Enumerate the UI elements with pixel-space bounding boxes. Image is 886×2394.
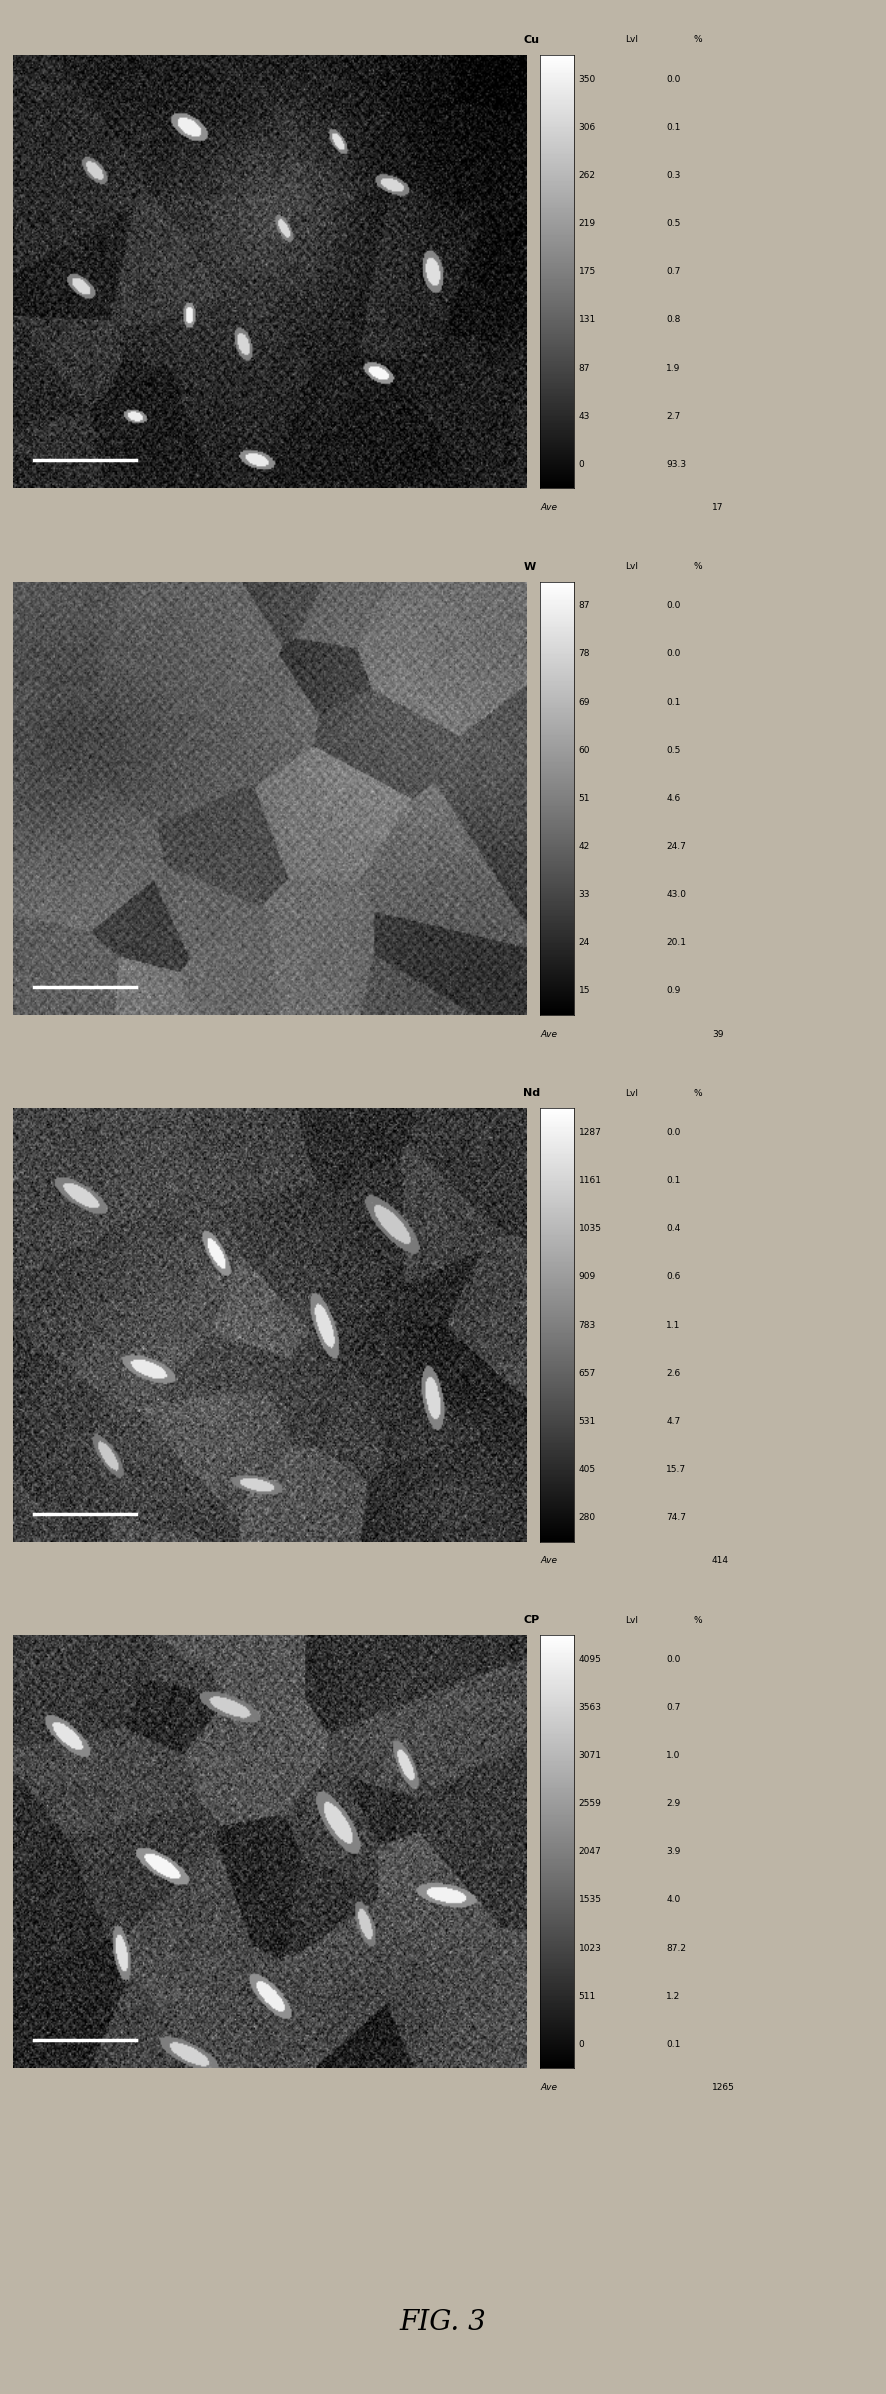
Text: 0.3: 0.3 xyxy=(666,170,680,180)
Text: 306: 306 xyxy=(579,122,595,132)
Text: 0.1: 0.1 xyxy=(666,2040,680,2049)
Text: 0.0: 0.0 xyxy=(666,601,680,610)
Text: 1287: 1287 xyxy=(579,1128,602,1137)
Text: 405: 405 xyxy=(579,1465,595,1475)
Text: 87: 87 xyxy=(579,364,590,373)
Text: 0.4: 0.4 xyxy=(666,1223,680,1233)
Text: 78: 78 xyxy=(579,649,590,658)
Text: Nd: Nd xyxy=(524,1089,540,1099)
Text: Lvl: Lvl xyxy=(625,1089,638,1099)
Text: 33: 33 xyxy=(579,891,590,900)
Text: 783: 783 xyxy=(579,1321,595,1329)
Text: 1265: 1265 xyxy=(712,2083,734,2092)
Text: 15: 15 xyxy=(579,986,590,996)
Text: Ave: Ave xyxy=(540,1556,557,1566)
Text: 280: 280 xyxy=(579,1513,595,1523)
Text: %: % xyxy=(694,36,703,45)
Text: 24: 24 xyxy=(579,938,590,948)
Text: 1.2: 1.2 xyxy=(666,1992,680,2001)
Text: 20.1: 20.1 xyxy=(666,938,687,948)
Text: 0: 0 xyxy=(579,460,584,469)
Text: 2.9: 2.9 xyxy=(666,1800,680,1807)
Text: 2559: 2559 xyxy=(579,1800,602,1807)
Text: 2047: 2047 xyxy=(579,1848,602,1855)
Text: 3071: 3071 xyxy=(579,1750,602,1760)
Text: 0.5: 0.5 xyxy=(666,220,680,227)
Text: 43: 43 xyxy=(579,412,590,421)
Text: 0.6: 0.6 xyxy=(666,1274,680,1281)
Text: 51: 51 xyxy=(579,795,590,802)
Text: 60: 60 xyxy=(579,747,590,754)
Text: CP: CP xyxy=(524,1616,540,1626)
Text: 4.6: 4.6 xyxy=(666,795,680,802)
Text: 0: 0 xyxy=(579,2040,584,2049)
Text: 657: 657 xyxy=(579,1369,595,1377)
Text: Lvl: Lvl xyxy=(625,1616,638,1626)
Text: Ave: Ave xyxy=(540,1029,557,1039)
Text: 175: 175 xyxy=(579,268,595,275)
Text: 69: 69 xyxy=(579,697,590,706)
Text: 2.6: 2.6 xyxy=(666,1369,680,1377)
Text: 219: 219 xyxy=(579,220,595,227)
Text: 1023: 1023 xyxy=(579,1944,602,1954)
Text: 74.7: 74.7 xyxy=(666,1513,687,1523)
Text: 4.7: 4.7 xyxy=(666,1417,680,1427)
Text: 0.9: 0.9 xyxy=(666,986,680,996)
Text: Lvl: Lvl xyxy=(625,36,638,45)
Text: 0.1: 0.1 xyxy=(666,1175,680,1185)
Text: 131: 131 xyxy=(579,316,595,323)
Text: 1.1: 1.1 xyxy=(666,1321,680,1329)
Text: Lvl: Lvl xyxy=(625,563,638,572)
Text: Ave: Ave xyxy=(540,503,557,512)
Text: 3563: 3563 xyxy=(579,1702,602,1712)
Text: 87.2: 87.2 xyxy=(666,1944,687,1954)
Text: 0.0: 0.0 xyxy=(666,74,680,84)
Text: 4095: 4095 xyxy=(579,1654,602,1664)
Text: 39: 39 xyxy=(712,1029,724,1039)
Text: 0.0: 0.0 xyxy=(666,1654,680,1664)
Text: 93.3: 93.3 xyxy=(666,460,687,469)
Text: 4.0: 4.0 xyxy=(666,1896,680,1903)
Text: %: % xyxy=(694,1616,703,1626)
Text: 1.0: 1.0 xyxy=(666,1750,680,1760)
Text: 0.1: 0.1 xyxy=(666,122,680,132)
Text: %: % xyxy=(694,563,703,572)
Text: %: % xyxy=(694,1089,703,1099)
Text: 262: 262 xyxy=(579,170,595,180)
Text: FIG. 3: FIG. 3 xyxy=(400,2308,486,2337)
Text: 1035: 1035 xyxy=(579,1223,602,1233)
Text: W: W xyxy=(524,563,536,572)
Text: Cu: Cu xyxy=(524,36,540,45)
Text: 87: 87 xyxy=(579,601,590,610)
Text: Ave: Ave xyxy=(540,2083,557,2092)
Text: 1.9: 1.9 xyxy=(666,364,680,373)
Text: 2.7: 2.7 xyxy=(666,412,680,421)
Text: 531: 531 xyxy=(579,1417,595,1427)
Text: 15.7: 15.7 xyxy=(666,1465,687,1475)
Text: 3.9: 3.9 xyxy=(666,1848,680,1855)
Text: 414: 414 xyxy=(712,1556,729,1566)
Text: 0.1: 0.1 xyxy=(666,697,680,706)
Text: 24.7: 24.7 xyxy=(666,843,686,850)
Text: 350: 350 xyxy=(579,74,595,84)
Text: 0.7: 0.7 xyxy=(666,1702,680,1712)
Text: 1535: 1535 xyxy=(579,1896,602,1903)
Text: 909: 909 xyxy=(579,1274,595,1281)
Text: 43.0: 43.0 xyxy=(666,891,687,900)
Text: 0.0: 0.0 xyxy=(666,649,680,658)
Text: 1161: 1161 xyxy=(579,1175,602,1185)
Text: 17: 17 xyxy=(712,503,724,512)
Text: 0.0: 0.0 xyxy=(666,1128,680,1137)
Text: 511: 511 xyxy=(579,1992,595,2001)
Text: 0.7: 0.7 xyxy=(666,268,680,275)
Text: 0.5: 0.5 xyxy=(666,747,680,754)
Text: 42: 42 xyxy=(579,843,590,850)
Text: 0.8: 0.8 xyxy=(666,316,680,323)
